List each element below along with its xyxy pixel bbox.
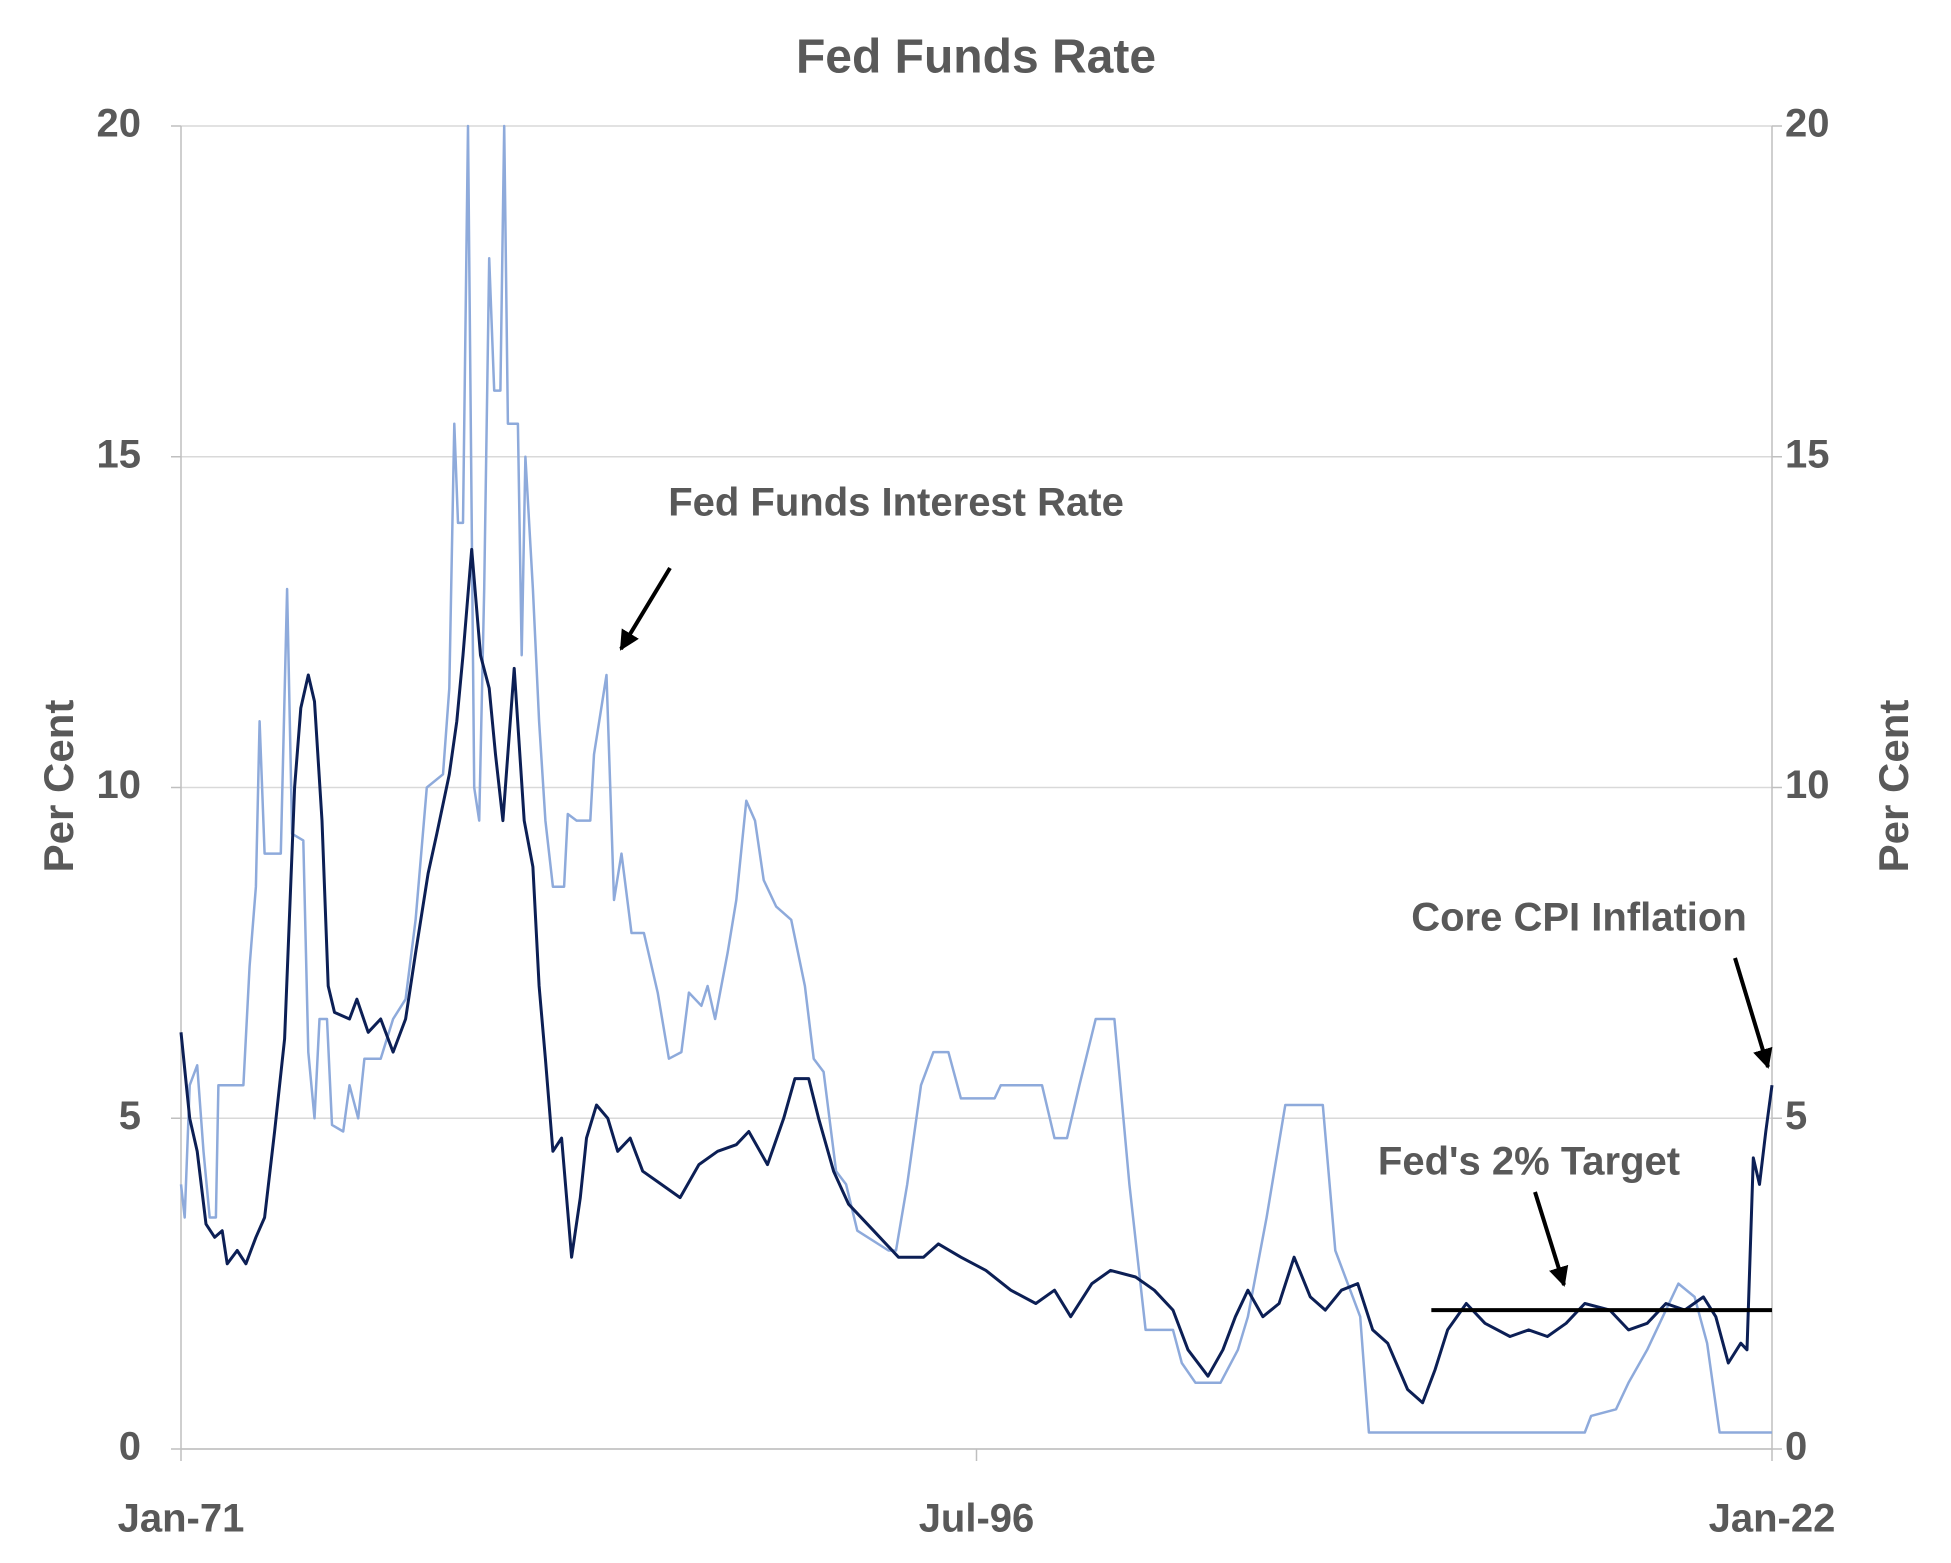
y-axis-title: Per Cent (35, 700, 82, 873)
y-tick-label: 20 (97, 102, 142, 146)
y-tick-label: 15 (97, 432, 142, 476)
y2-axis-title: Per Cent (1870, 700, 1917, 873)
y2-tick-label: 0 (1785, 1425, 1807, 1469)
y2-tick-label: 15 (1785, 432, 1830, 476)
series-line (179, 547, 1774, 1405)
y-tick-label: 5 (119, 1094, 141, 1138)
y-tick-label: 0 (119, 1425, 141, 1469)
x-tick-label: Jul-96 (919, 1497, 1035, 1541)
y2-tick-label: 10 (1785, 763, 1830, 807)
annotation: Fed Funds Interest Rate (668, 481, 1124, 525)
annotation-arrow (619, 566, 672, 651)
annotation-arrow (1533, 1191, 1569, 1287)
y-tick-label: 10 (97, 763, 142, 807)
annotation: Core CPI Inflation (1411, 896, 1747, 940)
annotation-arrow (1733, 957, 1773, 1069)
y2-tick-label: 20 (1785, 102, 1830, 146)
chart-title: Fed Funds Rate (796, 31, 1156, 84)
y2-tick-label: 5 (1785, 1094, 1807, 1138)
series-line (179, 124, 1772, 1434)
annotation: Fed's 2% Target (1378, 1140, 1680, 1184)
x-tick-label: Jan-71 (118, 1497, 245, 1541)
x-tick-label: Jan-22 (1709, 1497, 1836, 1541)
